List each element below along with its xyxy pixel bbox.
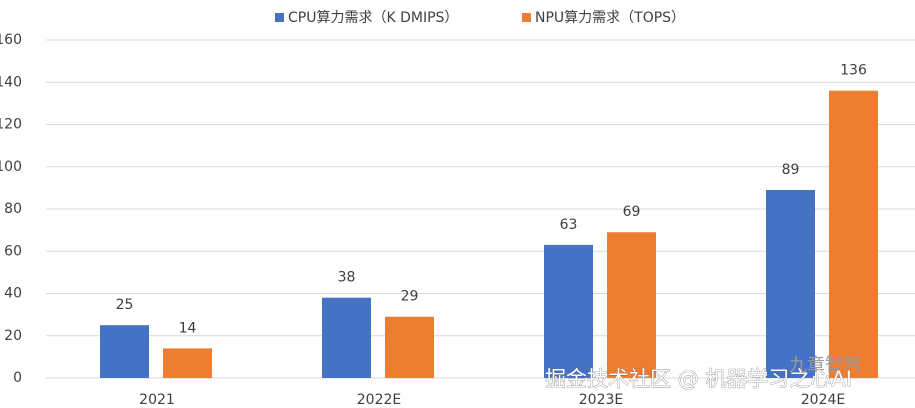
data-label: 69 (623, 204, 641, 220)
watermark-source: 九章智驾 (789, 355, 861, 376)
bar (829, 90, 878, 378)
legend-swatch (522, 13, 531, 22)
y-tick-label: 120 (0, 117, 22, 133)
bar (163, 348, 212, 378)
x-tick-label: 2023E (579, 392, 623, 408)
y-tick-label: 60 (4, 243, 22, 259)
watermark: 掘金技术社区 @ 机器学习之心AI (545, 367, 852, 391)
x-tick-label: 2022E (357, 392, 401, 408)
y-tick-label: 40 (4, 286, 22, 302)
legend-label: CPU算力需求（K DMIPS） (288, 10, 458, 26)
y-tick-label: 100 (0, 159, 22, 175)
y-tick-label: 80 (4, 201, 22, 217)
data-label: 14 (179, 320, 197, 336)
x-tick-label: 2021 (139, 392, 175, 408)
bar (100, 325, 149, 378)
legend-swatch (275, 13, 284, 22)
y-tick-label: 20 (4, 328, 22, 344)
legend-label: NPU算力需求（TOPS） (535, 10, 685, 26)
bar (607, 232, 656, 378)
x-tick-label: 2024E (801, 392, 845, 408)
data-label: 38 (338, 270, 356, 286)
data-label: 89 (782, 162, 800, 178)
y-tick-label: 160 (0, 32, 22, 48)
bar (322, 297, 371, 378)
bar (385, 316, 434, 378)
y-tick-label: 0 (13, 370, 22, 386)
data-label: 29 (401, 289, 419, 305)
bar (766, 189, 815, 378)
data-label: 25 (116, 297, 134, 313)
y-tick-label: 140 (0, 74, 22, 90)
data-label: 63 (560, 217, 578, 233)
bar (544, 244, 593, 378)
data-label: 136 (840, 63, 867, 79)
